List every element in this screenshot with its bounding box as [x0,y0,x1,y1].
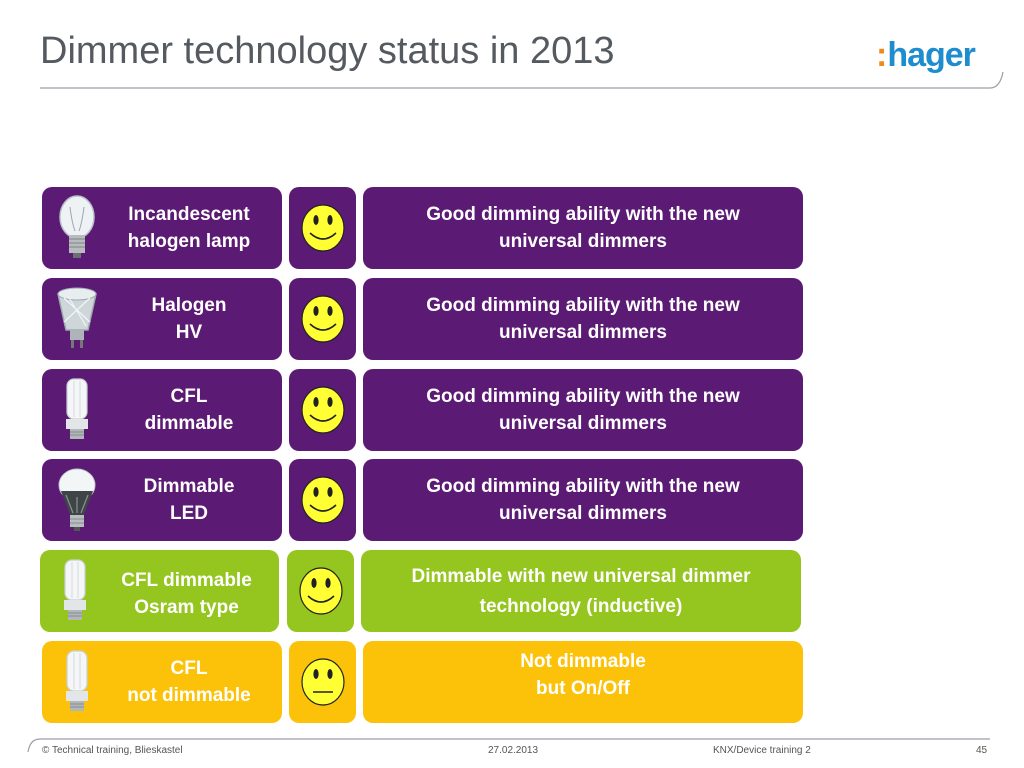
description-box: Dimmable with new universal dimmer techno… [361,550,801,632]
rating-box [287,550,354,632]
lamp-box: Halogen HV [42,278,282,360]
description-line2: universal dimmers [499,413,667,434]
smiley-icon [300,386,345,434]
description-line2: technology (inductive) [479,596,683,617]
description-line1: Good dimming ability with the new [426,295,740,316]
lamp-row-cfl-not-dimmable: CFL not dimmable Not dimmable but On/Off [0,641,1024,725]
lamp-label-line1: Incandescent [128,204,250,225]
lamp-label-line1: Dimmable [143,476,235,497]
lamp-box: CFL dimmable Osram type [40,550,279,632]
incandescent-bulb-icon [59,195,95,258]
rating-box [289,369,356,451]
cfl-bulb-icon [66,378,88,439]
lamp-label-line2: not dimmable [127,685,251,706]
lamp-label-line1: CFL dimmable [121,570,252,591]
footer-date: 27.02.2013 [488,745,539,756]
lamp-label-line1: CFL [170,658,208,679]
lamp-box: CFL not dimmable [42,641,282,723]
smiley-icon [300,476,345,524]
rating-box [289,187,356,269]
hager-logo: :hager [876,36,976,74]
cfl-bulb-icon [64,559,86,620]
footer-course: KNX/Device training 2 [713,745,811,756]
lamp-box: Dimmable LED [42,459,282,541]
smiley-icon [300,295,345,343]
lamp-row-cfl-dimmable: CFL dimmable Good dimming ability with th… [0,369,1024,453]
page-title: Dimmer technology status in 2013 [40,30,615,72]
description-line2: universal dimmers [499,231,667,252]
header-divider [40,71,1004,89]
description-line1: Good dimming ability with the new [426,476,740,497]
description-line1: Not dimmable [520,651,646,672]
description-box: Good dimming ability with the new univers… [363,187,803,269]
halogen-spot-icon [57,287,97,348]
lamp-label-line1: CFL [170,386,208,407]
rating-box [289,278,356,360]
lamp-label-line2: dimmable [144,413,234,434]
lamp-row-cfl-osram: CFL dimmable Osram type Dimmable with new… [0,550,1024,634]
lamp-box: CFL dimmable [42,369,282,451]
description-line2: universal dimmers [499,503,667,524]
lamp-row-led: Dimmable LED Good dimming ability with th… [0,459,1024,543]
led-bulb-icon [58,468,96,531]
description-line1: Good dimming ability with the new [426,386,740,407]
rating-box [289,641,356,723]
smiley-icon [300,204,345,252]
lamp-row-halogen: Halogen HV Good dimming ability with the … [0,278,1024,362]
description-line1: Good dimming ability with the new [426,204,740,225]
cfl-bulb-icon [66,650,88,711]
lamp-label-line2: halogen lamp [127,231,251,252]
footer-page-number: 45 [976,745,988,756]
neutral-face-icon [300,658,345,706]
description-line2: universal dimmers [499,322,667,343]
description-box: Good dimming ability with the new univers… [363,278,803,360]
description-box: Good dimming ability with the new univers… [363,459,803,541]
lamp-box: Incandescent halogen lamp [42,187,282,269]
lamp-row-incandescent: Incandescent halogen lamp Good dimming ab… [0,187,1024,271]
rating-box [289,459,356,541]
description-box: Not dimmable but On/Off [363,641,803,723]
description-line2: but On/Off [536,678,630,699]
description-box: Good dimming ability with the new univers… [363,369,803,451]
lamp-label-line2: HV [175,322,203,343]
description-line1: Dimmable with new universal dimmer [411,566,751,587]
lamp-label-line2: LED [170,503,208,524]
lamp-label-line1: Halogen [151,295,227,316]
lamp-label-line2: Osram type [134,597,239,618]
footer-copyright: © Technical training, Blieskastel [42,745,183,756]
smiley-icon [298,567,343,615]
